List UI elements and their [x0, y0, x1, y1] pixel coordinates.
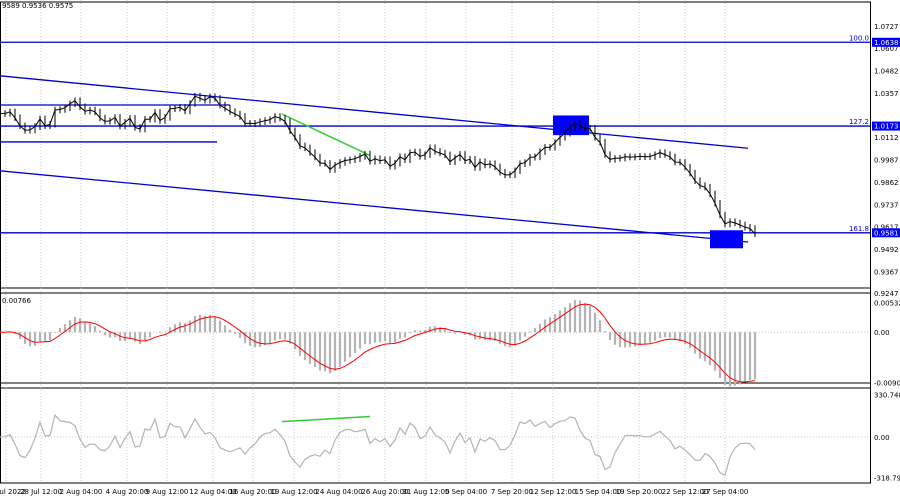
macd-signal-line — [0, 303, 756, 383]
cci-divergence-line — [281, 415, 371, 423]
pane-border-1 — [0, 287, 871, 389]
pane-border-0 — [0, 1, 871, 294]
macd-y-tick: 0.00532 — [874, 300, 900, 308]
x-tick-label: 12 Sep 12:00 — [530, 488, 577, 496]
pane-border-2 — [0, 382, 871, 484]
price-y-tick: 0.9247 — [874, 290, 899, 298]
x-tick-label: 25 Jul 2022 — [0, 488, 26, 496]
fib-level-label: 127.2 — [849, 118, 869, 126]
x-tick-label: 24 Aug 04:00 — [315, 488, 362, 496]
cci-line — [0, 413, 756, 477]
x-tick-label: 31 Aug 12:00 — [402, 488, 449, 496]
x-tick-label: 22 Sep 12:00 — [662, 488, 709, 496]
price-y-tick: 1.0727 — [874, 23, 899, 31]
price-y-tick: 1.0112 — [874, 134, 899, 142]
x-tick-label: 5 Sep 04:00 — [445, 488, 487, 496]
price-divergence-line — [281, 113, 371, 157]
price-y-tick: 0.9862 — [874, 179, 899, 187]
x-tick-label: 15 Sep 04:00 — [575, 488, 622, 496]
cci-y-tick: -318.798 — [874, 475, 900, 483]
price-y-tick: 1.0607 — [874, 45, 899, 53]
channel-upper-line — [0, 75, 749, 149]
level-price-tag — [872, 228, 900, 238]
fib-level-label: 100.0 — [849, 34, 869, 42]
chart-header-ohlc: 9589 0.9536 0.9575 — [2, 2, 74, 10]
level-price-tag-text: 1.0173 — [874, 123, 899, 131]
price-y-tick: 0.9492 — [874, 246, 899, 254]
price-y-tick: 0.9367 — [874, 268, 899, 276]
x-tick-label: 12 Aug 04:00 — [189, 488, 236, 496]
x-tick-label: 9 Aug 12:00 — [146, 488, 189, 496]
price-y-tick: 0.9987 — [874, 157, 899, 165]
x-tick-label: 16 Aug 20:00 — [229, 488, 276, 496]
macd-y-tick: 0.00 — [874, 329, 890, 337]
highlight-box-upper — [553, 115, 589, 136]
x-tick-label: 19 Sep 20:00 — [616, 488, 663, 496]
highlight-box-lower — [710, 230, 743, 249]
x-tick-label: 7 Sep 20:00 — [491, 488, 533, 496]
cci-y-tick: 330.7482 — [874, 392, 900, 400]
macd-header-value: 0.00766 — [2, 297, 31, 305]
level-price-tag-text: 1.0638 — [874, 39, 899, 47]
x-tick-label: 28 Jul 12:00 — [20, 488, 62, 496]
channel-lower-line — [0, 170, 749, 243]
x-tick-label: 26 Aug 20:00 — [361, 488, 408, 496]
level-price-tag — [872, 37, 900, 47]
price-y-tick: 1.0357 — [874, 90, 899, 98]
fib-level-label: 161.8 — [849, 225, 869, 233]
price-y-tick: 1.0482 — [874, 67, 899, 75]
price-y-tick: 0.9617 — [874, 223, 899, 231]
cci-y-tick: 0.00 — [874, 434, 890, 442]
price-line — [0, 95, 756, 235]
x-tick-label: 2 Aug 04:00 — [60, 488, 103, 496]
level-price-tag-text: 0.9581 — [874, 229, 899, 237]
x-tick-label: 4 Aug 20:00 — [106, 488, 149, 496]
macd-y-tick: -0.00902 — [874, 380, 900, 388]
x-tick-label: 27 Sep 04:00 — [702, 488, 749, 496]
level-price-tag — [872, 121, 900, 131]
x-tick-label: 19 Aug 12:00 — [270, 488, 317, 496]
price-y-tick: 0.9737 — [874, 202, 899, 210]
